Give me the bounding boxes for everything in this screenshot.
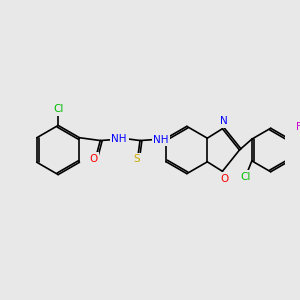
Text: N: N	[220, 116, 227, 126]
Text: Cl: Cl	[240, 172, 250, 182]
Text: F: F	[296, 122, 300, 132]
Text: NH: NH	[153, 135, 169, 145]
Text: O: O	[220, 174, 229, 184]
Text: S: S	[133, 154, 140, 164]
Text: NH: NH	[111, 134, 127, 144]
Text: O: O	[89, 154, 98, 164]
Text: Cl: Cl	[53, 104, 63, 114]
